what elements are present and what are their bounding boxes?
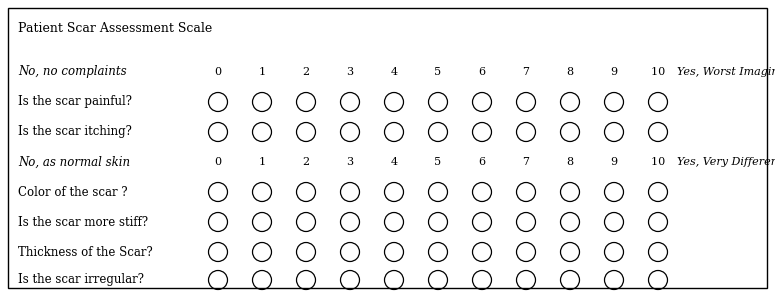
Text: 4: 4 [391,67,398,77]
Text: 3: 3 [346,67,353,77]
Text: Is the scar painful?: Is the scar painful? [18,96,132,109]
Text: Color of the scar ?: Color of the scar ? [18,186,128,199]
Text: 7: 7 [522,67,529,77]
Text: 8: 8 [567,67,574,77]
Text: Is the scar irregular?: Is the scar irregular? [18,274,144,287]
Text: 3: 3 [346,157,353,167]
Text: Is the scar itching?: Is the scar itching? [18,126,132,139]
Text: 10: 10 [652,157,669,167]
Text: Patient Scar Assessment Scale: Patient Scar Assessment Scale [18,22,212,35]
Text: Thickness of the Scar?: Thickness of the Scar? [18,245,153,258]
Text: 5: 5 [435,157,442,167]
Text: 5: 5 [435,67,442,77]
Text: 7: 7 [522,157,529,167]
Text: 2: 2 [302,157,309,167]
Text: 6: 6 [478,67,486,77]
Text: 6: 6 [478,157,486,167]
Text: Is the scar more stiff?: Is the scar more stiff? [18,215,148,229]
Text: 9: 9 [611,67,618,77]
Text: 1: 1 [258,67,266,77]
Text: 4: 4 [391,157,398,167]
Text: 2: 2 [302,67,309,77]
Text: No, no complaints: No, no complaints [18,65,126,78]
Text: 10: 10 [652,67,669,77]
Text: 9: 9 [611,157,618,167]
Text: Yes, Very Different: Yes, Very Different [677,157,775,167]
Text: No, as normal skin: No, as normal skin [18,155,130,168]
Text: Yes, Worst Imaginable: Yes, Worst Imaginable [677,67,775,77]
Text: 0: 0 [215,157,222,167]
Text: 1: 1 [258,157,266,167]
Text: 0: 0 [215,67,222,77]
Text: 8: 8 [567,157,574,167]
